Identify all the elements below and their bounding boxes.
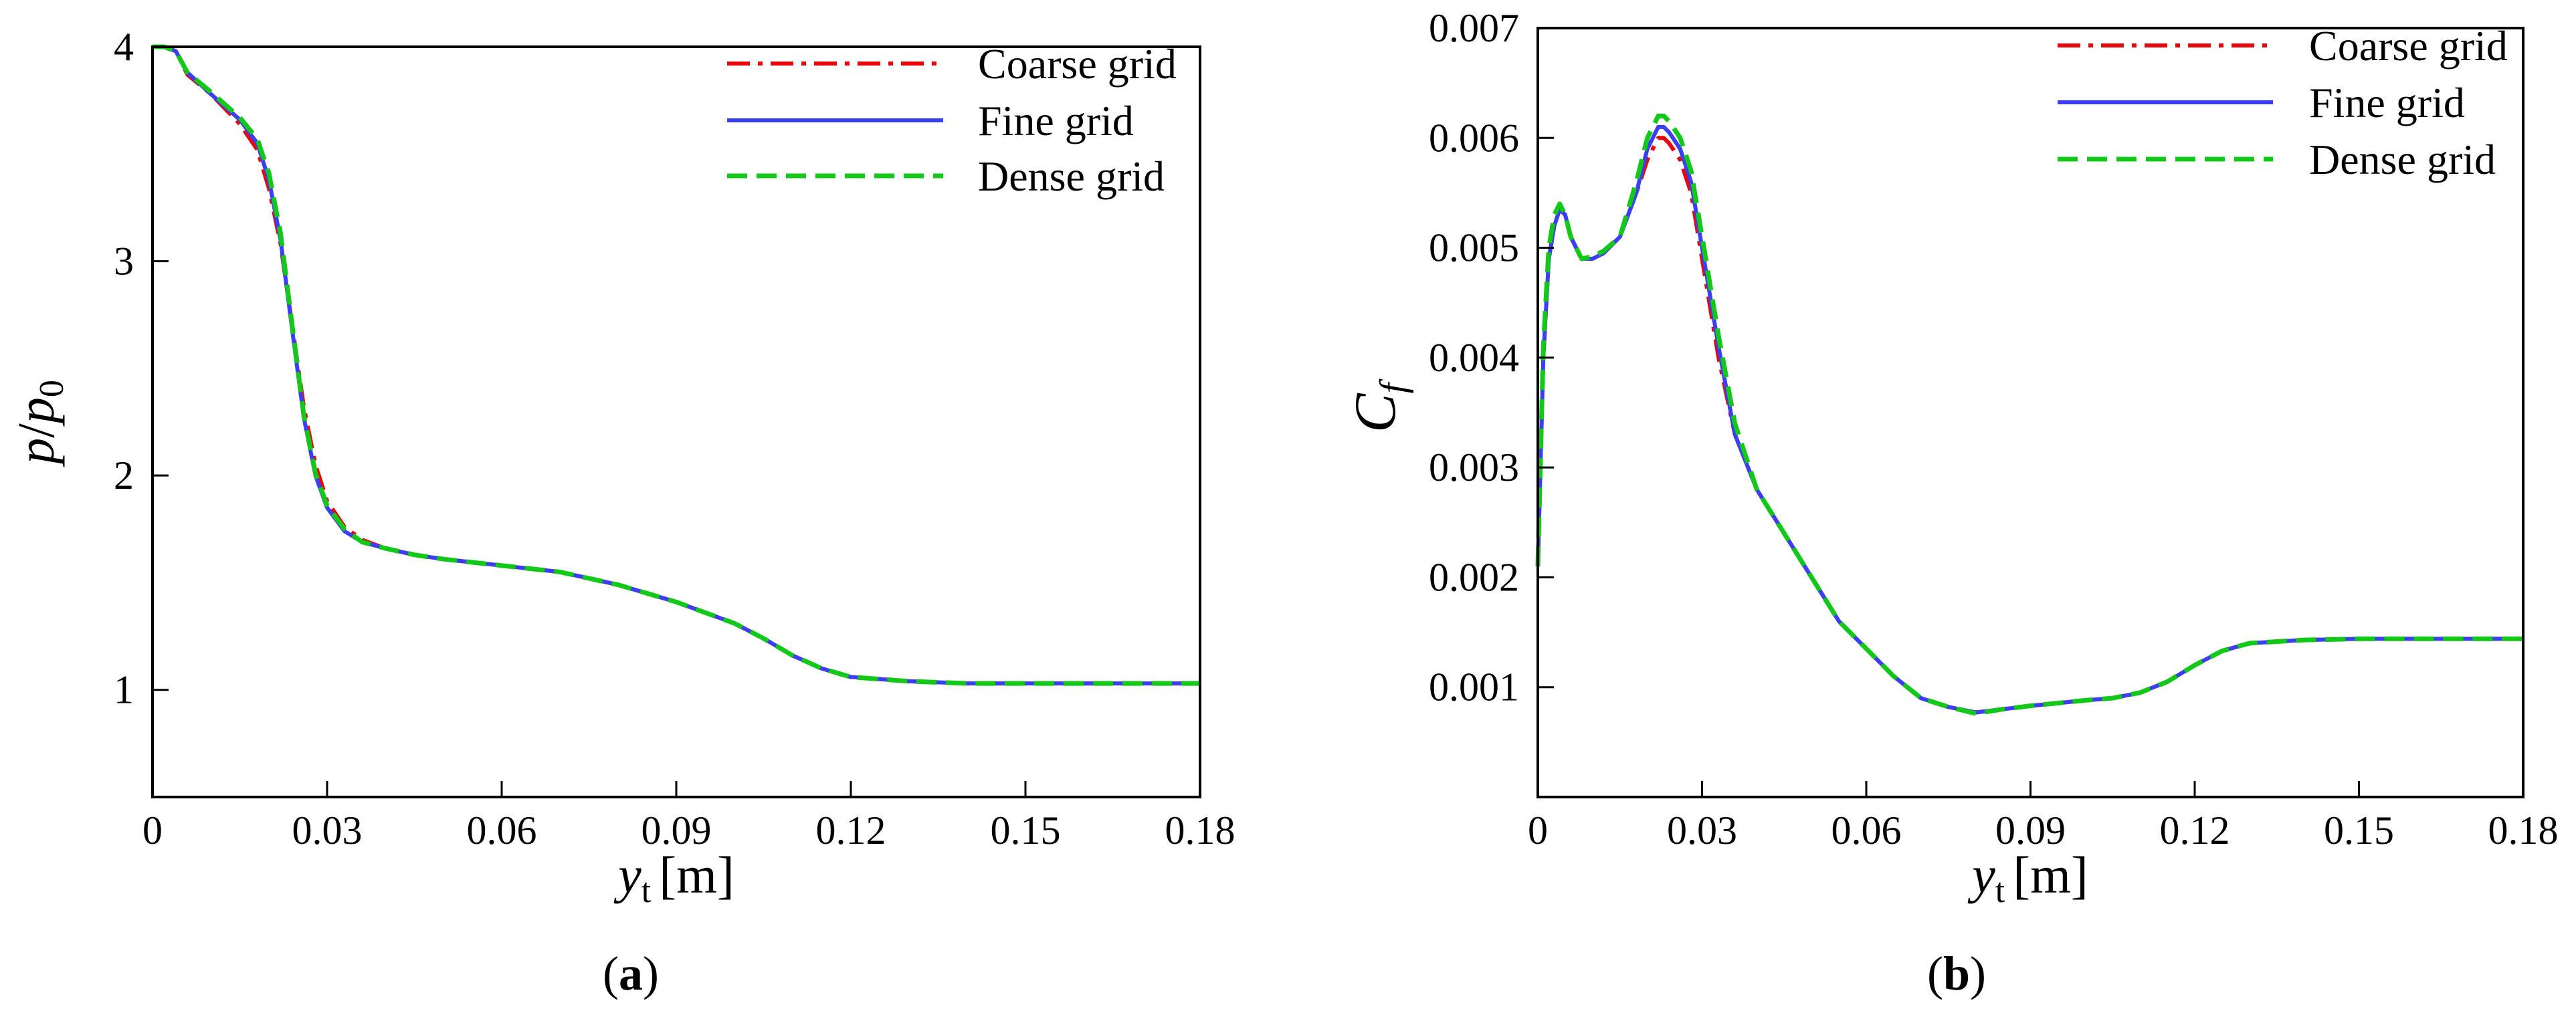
- y-axis-label-b: Cf: [1343, 378, 1414, 433]
- x-tick-label: 0.12: [2160, 808, 2230, 853]
- legend-label-fine: Fine grid: [2309, 79, 2465, 126]
- panel-label-a: (a): [603, 947, 659, 1000]
- x-tick-label: 0.15: [991, 808, 1061, 853]
- y-ticks-b: 0.001 0.002 0.003 0.004 0.005 0.006 0.007: [1429, 6, 1554, 709]
- panel-label-b: (b): [1927, 947, 1986, 1000]
- x-tick-label: 0: [1528, 808, 1548, 853]
- y-tick-label: 1: [114, 668, 134, 712]
- x-tick-label: 0.12: [816, 808, 886, 853]
- axes-frame-a: [151, 45, 1201, 798]
- x-tick-label: 0.06: [1831, 808, 1902, 853]
- plot-area-a: [153, 44, 1200, 686]
- legend-a: Coarse grid Fine grid Dense grid: [727, 40, 1177, 200]
- y-tick-label: 0.003: [1429, 445, 1519, 489]
- y-tick-label: 0.001: [1429, 665, 1519, 709]
- x-tick-label: 0.15: [2324, 808, 2394, 853]
- series-line-coarse: [1536, 136, 2523, 715]
- legend-label-dense: Dense grid: [2309, 136, 2496, 183]
- y-tick-label: 2: [114, 453, 134, 497]
- axes-frame-b: [1537, 27, 2524, 798]
- y-tick-label: 0.006: [1429, 116, 1519, 160]
- x-tick-label: 0.09: [1995, 808, 2066, 853]
- legend-label-dense: Dense grid: [978, 152, 1165, 200]
- x-axis-label-b: yt [m]: [1967, 846, 2088, 910]
- legend-b: Coarse grid Fine grid Dense grid: [2058, 22, 2508, 183]
- chart-panel-a: 0 0.03 0.06 0.09 0.12 0.15 0.18 1 2 3 4 p/p0 yt [m…: [7, 25, 1235, 1000]
- x-tick-label: 0.18: [2488, 808, 2559, 853]
- legend-label-coarse: Coarse grid: [2309, 22, 2508, 70]
- series-line-dense: [153, 44, 1200, 686]
- legend-label-coarse: Coarse grid: [978, 40, 1177, 88]
- chart-panel-b: 0 0.03 0.06 0.09 0.12 0.15 0.18 0.0010.0020.00…: [1343, 6, 2559, 1000]
- series-line-fine: [1536, 124, 2523, 715]
- y-axis-label-a: p/p0: [7, 380, 71, 467]
- series-line-dense: [1535, 113, 2523, 716]
- legend-label-fine: Fine grid: [978, 97, 1134, 144]
- y-tick-label: 4: [114, 25, 134, 69]
- x-tick-label: 0.03: [1667, 808, 1737, 853]
- x-axis-label-a: yt [m]: [613, 846, 734, 910]
- x-tick-label: 0: [142, 808, 163, 853]
- x-ticks-a: 0 0.03 0.06 0.09 0.12 0.15 0.18: [142, 781, 1235, 853]
- x-tick-label: 0.18: [1165, 808, 1235, 853]
- x-tick-label: 0.03: [292, 808, 363, 853]
- y-tick-label: 0.007: [1429, 6, 1519, 50]
- plot-area-b: [1535, 113, 2523, 716]
- y-tick-label: 0.005: [1429, 226, 1519, 270]
- x-tick-label: 0.09: [641, 808, 712, 853]
- y-tick-label: 0.004: [1429, 336, 1519, 380]
- y-tick-label: 0.002: [1429, 555, 1519, 599]
- y-tick-label: 3: [114, 239, 134, 284]
- x-ticks-b: 0 0.03 0.06 0.09 0.12 0.15 0.18: [1528, 781, 2559, 853]
- x-tick-label: 0.06: [467, 808, 537, 853]
- y-ticks-a: 1 2 3 4: [114, 25, 169, 712]
